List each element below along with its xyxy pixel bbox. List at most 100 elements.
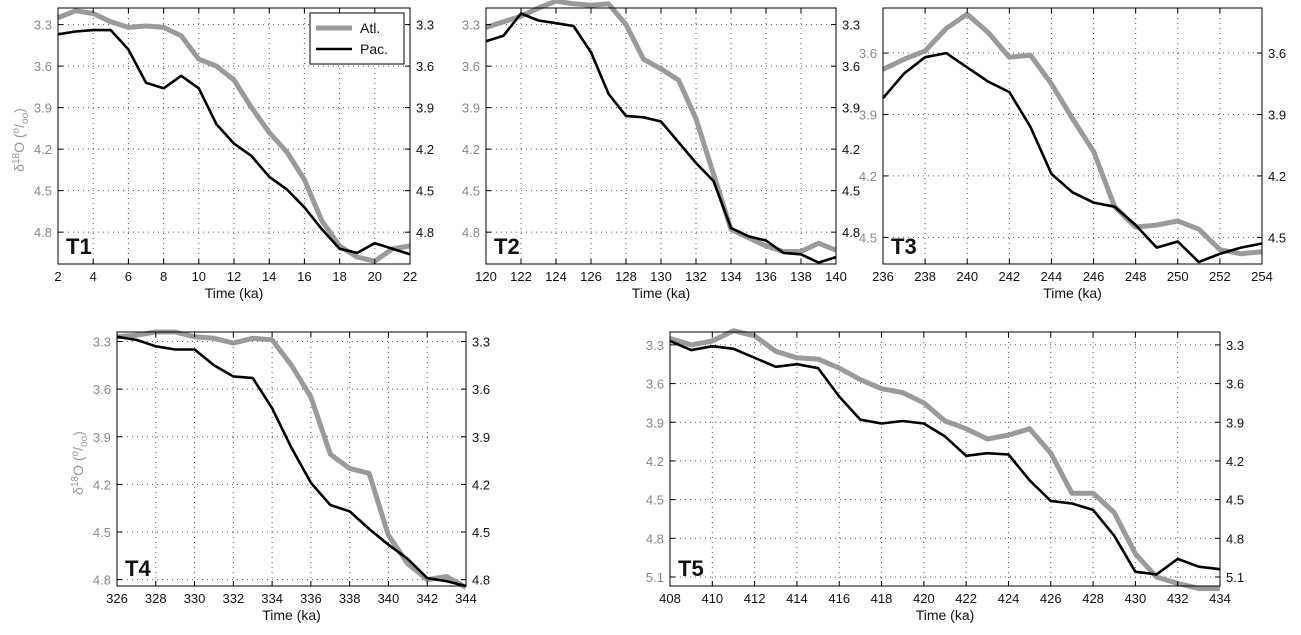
y-tick-label-left: 3.9 bbox=[34, 101, 52, 116]
x-tick-label: 410 bbox=[701, 591, 723, 606]
y-tick-label-right: 4.8 bbox=[472, 573, 490, 588]
y-tick-label-left: 3.6 bbox=[859, 46, 877, 61]
y-tick-label-right: 3.3 bbox=[842, 18, 860, 33]
y-tick-label-right: 3.6 bbox=[472, 382, 490, 397]
x-axis-label: Time (ka) bbox=[632, 285, 691, 301]
x-tick-label: 434 bbox=[1209, 591, 1231, 606]
x-tick-label: 8 bbox=[160, 269, 167, 284]
x-tick-label: 6 bbox=[125, 269, 132, 284]
y-tick-label-right: 4.8 bbox=[416, 225, 434, 240]
x-tick-label: 426 bbox=[1040, 591, 1062, 606]
x-tick-label: 418 bbox=[871, 591, 893, 606]
x-tick-label: 12 bbox=[227, 269, 241, 284]
legend-box bbox=[309, 12, 405, 65]
x-tick-label: 238 bbox=[914, 269, 936, 284]
x-tick-label: 242 bbox=[998, 269, 1020, 284]
panel-label: T2 bbox=[494, 234, 520, 259]
series-line-atl bbox=[57, 8, 411, 264]
x-tick-label: 236 bbox=[872, 269, 894, 284]
y-tick-label-left: 3.6 bbox=[34, 59, 52, 74]
panel-t1: 2 4 6 8 10 12 14 16 18 20 22 3.3 3.6 3.9 4.2 4.5 4.8 3.3 3… bbox=[11, 7, 434, 301]
y-tick-label-left: 3.6 bbox=[462, 59, 480, 74]
plot-frame bbox=[485, 7, 837, 265]
y-tick-label-left: 4.8 bbox=[93, 573, 111, 588]
x-tick-label: 414 bbox=[786, 591, 808, 606]
x-tick-label: 10 bbox=[192, 269, 206, 284]
y-tick-label-left: 3.3 bbox=[646, 338, 664, 353]
series-line-pac bbox=[485, 12, 837, 264]
y-tick-label-right: 3.3 bbox=[416, 18, 434, 33]
y-tick-label-right: 3.9 bbox=[1268, 107, 1286, 122]
x-axis-label: Time (ka) bbox=[205, 285, 264, 301]
series-line-atl bbox=[881, 11, 1263, 257]
x-tick-label: 18 bbox=[332, 269, 346, 284]
y-axis-label-part: O ( bbox=[70, 456, 86, 476]
y-tick-label-right: 4.2 bbox=[472, 477, 490, 492]
y-axis-label-part: ) bbox=[70, 431, 86, 436]
y-axis-label-part: o bbox=[70, 450, 81, 456]
x-tick-label: 130 bbox=[650, 269, 672, 284]
x-tick-label: 14 bbox=[262, 269, 276, 284]
y-tick-label-left: 4.2 bbox=[93, 477, 111, 492]
y-axis-label: δ18O (o/oo) bbox=[70, 431, 90, 495]
x-tick-label: 138 bbox=[790, 269, 812, 284]
plot-frame bbox=[882, 7, 1263, 265]
y-tick-label-right: 3.9 bbox=[416, 101, 434, 116]
y-tick-label-left: 3.9 bbox=[646, 415, 664, 430]
y-axis-label-part: 18 bbox=[11, 152, 22, 164]
y-tick-label-right: 4.2 bbox=[842, 142, 860, 157]
y-tick-label-left: 3.6 bbox=[646, 377, 664, 392]
y-tick-label-right: 4.5 bbox=[1226, 493, 1244, 508]
y-tick-label-right: 4.8 bbox=[842, 225, 860, 240]
y-tick-label-right: 4.5 bbox=[842, 184, 860, 199]
y-axis-label-part: / bbox=[11, 124, 27, 128]
x-tick-label: 124 bbox=[545, 269, 567, 284]
y-tick-label-right: 4.2 bbox=[1226, 454, 1244, 469]
legend-label-atl: Atl. bbox=[360, 20, 380, 36]
x-tick-label: 22 bbox=[403, 269, 417, 284]
y-tick-label-left: 4.8 bbox=[34, 225, 52, 240]
panel-t3: 236 238 240 242 244 246 248 250 252 254 3.6 3.9 4.2 4… bbox=[859, 7, 1286, 301]
y-tick-label-left: 3.3 bbox=[462, 18, 480, 33]
x-tick-label: 132 bbox=[685, 269, 707, 284]
x-tick-label: 328 bbox=[145, 591, 167, 606]
y-tick-label-right: 4.8 bbox=[1226, 531, 1244, 546]
x-tick-label: 254 bbox=[1251, 269, 1273, 284]
panel-t4: 326 328 330 332 334 336 338 340 342 344 3.3 3.6 3.9 4… bbox=[70, 329, 490, 623]
x-tick-label: 342 bbox=[416, 591, 438, 606]
series-line-pac bbox=[669, 339, 1221, 576]
x-tick-label: 332 bbox=[222, 591, 244, 606]
x-tick-label: 344 bbox=[455, 591, 477, 606]
x-tick-label: 2 bbox=[54, 269, 61, 284]
x-tick-label: 244 bbox=[1041, 269, 1063, 284]
x-tick-label: 136 bbox=[755, 269, 777, 284]
y-tick-label-right: 3.3 bbox=[472, 335, 490, 350]
x-tick-label: 246 bbox=[1083, 269, 1105, 284]
y-axis-label-part: ) bbox=[11, 108, 27, 113]
x-axis-label: Time (ka) bbox=[916, 607, 975, 623]
y-axis-label: δ18O (o/oo) bbox=[11, 108, 31, 172]
x-tick-label: 16 bbox=[297, 269, 311, 284]
x-tick-label: 336 bbox=[300, 591, 322, 606]
panel-label: T1 bbox=[66, 234, 92, 259]
plot-frame bbox=[669, 331, 1221, 587]
y-tick-label-left: 4.2 bbox=[34, 142, 52, 157]
y-tick-label-right: 3.9 bbox=[1226, 415, 1244, 430]
y-axis-label-part: O ( bbox=[11, 133, 27, 153]
y-tick-label-left: 3.9 bbox=[93, 430, 111, 445]
x-tick-label: 4 bbox=[90, 269, 97, 284]
y-axis-label-part: oo bbox=[20, 112, 31, 124]
y-tick-label-right: 3.9 bbox=[842, 101, 860, 116]
y-tick-label-left: 4.8 bbox=[646, 531, 664, 546]
x-tick-label: 252 bbox=[1209, 269, 1231, 284]
y-tick-label-left: 4.8 bbox=[462, 225, 480, 240]
panel-t2: 120 122 124 126 128 130 132 134 136 138 140 3.3 3.6 3… bbox=[462, 0, 860, 301]
series-line-pac bbox=[882, 51, 1263, 264]
y-tick-label-left: 3.9 bbox=[859, 107, 877, 122]
legend: Atl. Pac. bbox=[309, 12, 405, 65]
y-tick-label-right: 4.2 bbox=[416, 142, 434, 157]
panel-label: T4 bbox=[125, 556, 151, 581]
x-tick-label: 122 bbox=[510, 269, 532, 284]
y-axis-label-part: 18 bbox=[70, 475, 81, 487]
y-tick-label-left: 3.9 bbox=[462, 101, 480, 116]
